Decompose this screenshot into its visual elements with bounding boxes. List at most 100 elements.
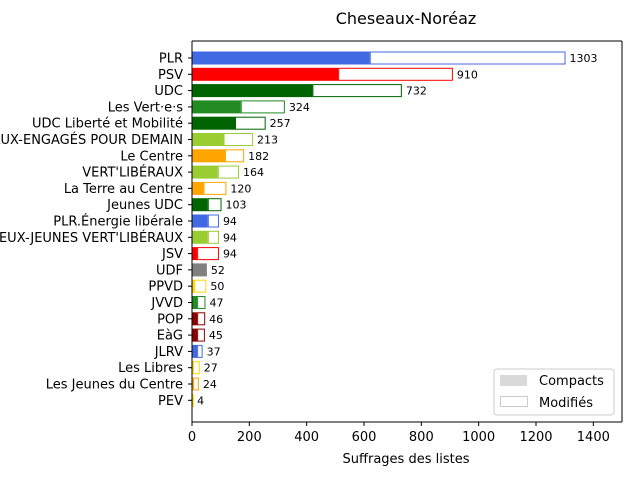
category-label-ppvd: PPVD [148, 280, 183, 295]
value-label-jeunes-udc: 103 [226, 199, 247, 212]
value-label-les-jeunes-du-centre: 24 [203, 378, 217, 391]
x-tick-label-400: 400 [294, 430, 319, 445]
category-label-jeunes-udc: Jeunes UDC [106, 198, 183, 213]
x-axis-label: Suffrages des listes [343, 452, 470, 467]
bar-modifies-plr [370, 52, 565, 64]
bar-modifies-le-centre [225, 150, 243, 162]
value-label-les-vert-e-s: 324 [289, 101, 310, 114]
bar-modifies-les-libres [193, 362, 199, 374]
bar-modifies-pop [198, 313, 205, 325]
value-label-ppvd: 50 [210, 280, 224, 293]
bar-modifies-ppvd [195, 280, 206, 292]
legend-swatch-modifies [501, 397, 528, 407]
bar-compacts-les-vert-e-s [192, 100, 241, 113]
bar-modifies-udc-liberte-et-mobilite [236, 117, 266, 129]
value-label-jvvd: 47 [209, 297, 223, 310]
category-label-plr-energie-liberale: PLR.Énergie libérale [53, 214, 183, 230]
category-label-eag: EàG [157, 329, 183, 344]
category-label-udc-liberte-et-mobilite: UDC Liberté et Mobilité [32, 117, 183, 132]
x-tick-label-200: 200 [237, 430, 262, 445]
value-label-jsv: 94 [223, 248, 237, 261]
bar-compacts-psv [192, 68, 338, 81]
category-label-les-vert-liberaux-engages-pour-demain: LES VERT'LIBÉRAUX-ENGAGÉS POUR DEMAIN [0, 132, 183, 148]
bar-modifies-udc [313, 85, 401, 97]
category-label-la-terre-au-centre: La Terre au Centre [64, 182, 183, 197]
bar-compacts-pop [192, 312, 197, 325]
x-tick-label-800: 800 [409, 430, 434, 445]
bar-modifies-jvvd [198, 297, 205, 309]
category-label-pop: POP [157, 312, 183, 327]
bar-modifies-les-jeunes-du-centre [194, 378, 199, 390]
bar-compacts-eag [192, 329, 197, 342]
bar-modifies-jeunes-udc [208, 199, 221, 211]
value-label-la-terre-au-centre: 120 [230, 182, 251, 195]
value-label-psv: 910 [457, 68, 478, 81]
category-label-pev: PEV [158, 394, 183, 409]
legend-label-compacts: Compacts [539, 374, 604, 389]
legend-label-modifies: Modifiés [539, 396, 593, 411]
x-tick-label-1400: 1400 [577, 430, 610, 445]
value-label-udf: 52 [211, 264, 225, 277]
value-label-les-jeux-jeunes-vert-liberaux: 94 [223, 231, 237, 244]
bar-modifies-les-vert-e-s [241, 101, 284, 113]
bar-compacts-udc-liberte-et-mobilite [192, 117, 235, 130]
bar-compacts-la-terre-au-centre [192, 182, 203, 195]
value-label-les-vert-liberaux-engages-pour-demain: 213 [257, 134, 278, 147]
bar-compacts-plr [192, 52, 370, 65]
value-label-pev: 4 [197, 394, 204, 407]
category-label-le-centre: Le Centre [120, 149, 183, 164]
bar-compacts-vert-liberaux [192, 166, 218, 179]
category-label-vert-liberaux: VERT'LIBÉRAUX [82, 165, 183, 181]
legend-swatch-compacts [500, 375, 527, 386]
value-label-plr-energie-liberale: 94 [223, 215, 237, 228]
bar-modifies-jsv [198, 248, 219, 260]
category-label-les-jeunes-du-centre: Les Jeunes du Centre [46, 378, 183, 393]
category-label-jsv: JSV [161, 247, 183, 262]
bar-compacts-les-vert-liberaux-engages-pour-demain [192, 133, 224, 146]
value-label-le-centre: 182 [248, 150, 269, 163]
bar-modifies-jlrv [198, 345, 202, 357]
bar-modifies-vert-liberaux [218, 166, 238, 178]
legend: Compacts Modifiés [494, 369, 614, 415]
value-label-vert-liberaux: 164 [243, 166, 264, 179]
value-label-plr: 1303 [570, 52, 598, 65]
bar-modifies-psv [339, 68, 453, 80]
bar-modifies-pev [193, 394, 194, 406]
chart-title: Cheseaux-Noréaz [336, 9, 477, 28]
category-label-les-vert-e-s: Les Vert·e·s [108, 100, 184, 115]
value-label-pop: 46 [209, 313, 223, 326]
category-label-udc: UDC [154, 84, 183, 99]
bar-compacts-jvvd [192, 296, 197, 309]
category-label-udf: UDF [156, 263, 183, 278]
bar-compacts-udf [192, 263, 207, 276]
category-label-jvvd: JVVD [150, 296, 183, 311]
category-label-les-libres: Les Libres [118, 361, 183, 376]
bar-compacts-jeunes-udc [192, 198, 208, 211]
bars-layer [192, 52, 565, 407]
x-tick-label-1000: 1000 [462, 430, 495, 445]
value-label-udc-liberte-et-mobilite: 257 [270, 117, 291, 130]
bar-modifies-les-vert-liberaux-engages-pour-demain [224, 134, 253, 146]
category-label-psv: PSV [158, 68, 183, 83]
value-label-eag: 45 [209, 329, 223, 342]
value-label-jlrv: 37 [207, 345, 221, 358]
bar-compacts-jlrv [192, 345, 197, 358]
bar-compacts-jsv [192, 247, 197, 260]
bar-compacts-le-centre [192, 149, 225, 162]
bar-modifies-la-terre-au-centre [204, 182, 226, 194]
bar-modifies-plr-energie-liberale [208, 215, 218, 227]
bar-modifies-eag [198, 329, 205, 341]
value-label-udc: 732 [406, 85, 427, 98]
x-tick-label-1200: 1200 [519, 430, 552, 445]
bar-compacts-udc [192, 84, 312, 97]
x-tick-label-600: 600 [352, 430, 377, 445]
bar-modifies-les-jeux-jeunes-vert-liberaux [208, 231, 218, 243]
x-tick-label-0: 0 [188, 430, 196, 445]
category-label-les-jeux-jeunes-vert-liberaux: LES JEUX-JEUNES VERT'LIBÉRAUX [0, 230, 183, 246]
category-label-jlrv: JLRV [154, 345, 183, 360]
value-label-les-libres: 27 [204, 362, 218, 375]
bar-compacts-les-jeux-jeunes-vert-liberaux [192, 231, 208, 244]
category-label-plr: PLR [159, 52, 183, 67]
